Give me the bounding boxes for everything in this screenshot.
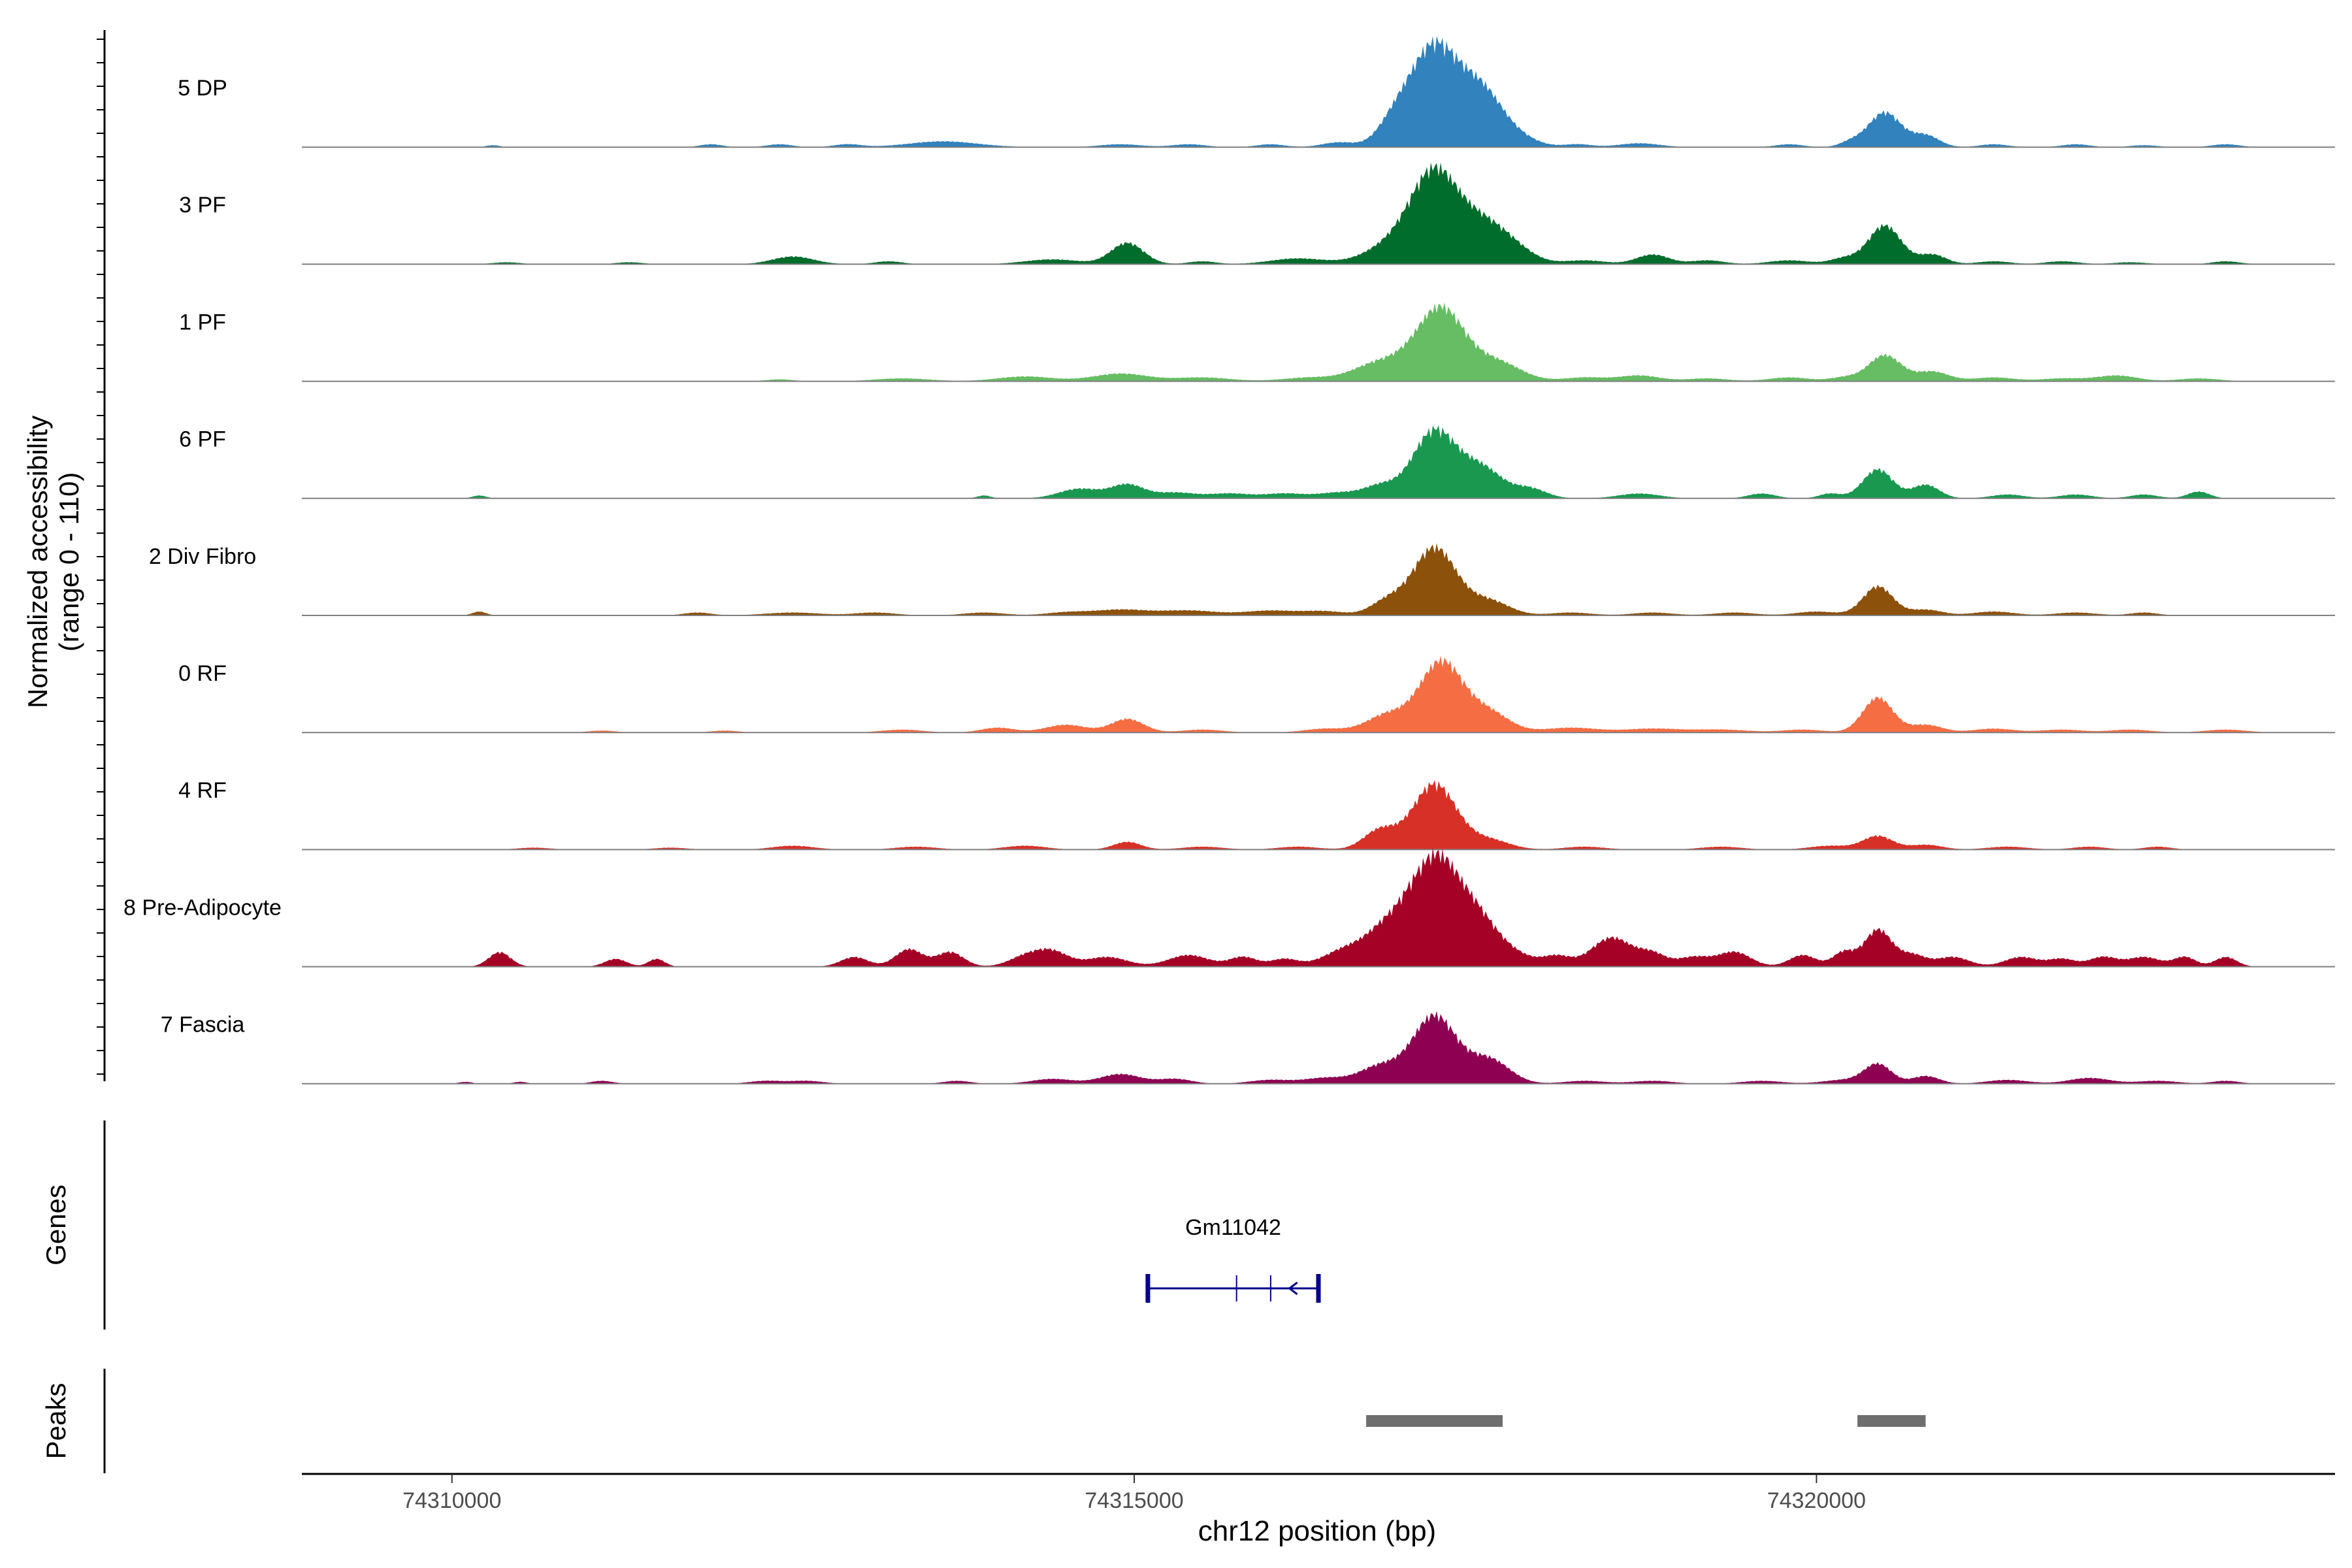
track-label: 4 RF (178, 778, 227, 803)
coverage-area (302, 543, 2335, 615)
track-label: 8 Pre-Adipocyte (123, 895, 282, 920)
x-tick-label: 74310000 (402, 1488, 501, 1513)
coverage-area (302, 1011, 2335, 1084)
track-4-rf: 4 RF (178, 778, 2335, 851)
coverage-area (302, 162, 2335, 265)
track-5-dp: 5 DP (178, 35, 2335, 148)
x-axis-label: chr12 position (bp) (1198, 1515, 1436, 1547)
track-2-div-fibro: 2 Div Fibro (149, 543, 2335, 616)
coverage-area (302, 35, 2335, 148)
coverage-tracks: 5 DP 3 PF 1 PF 6 PF 2 Div Fibro 0 RF 4 RF 8 Pre… (123, 35, 2335, 1085)
track-label: 0 RF (178, 661, 227, 686)
track-7-fascia: 7 Fascia (161, 1011, 2335, 1085)
peaks-track-label: Peaks (41, 1383, 71, 1460)
coverage-area (302, 655, 2335, 733)
gene-model: Gm11042 (1145, 1215, 1321, 1303)
track-label: 3 PF (179, 193, 226, 218)
gene-strand-arrow (1288, 1281, 1298, 1296)
x-tick-label: 74315000 (1085, 1488, 1183, 1513)
coverage-area (302, 425, 2335, 498)
x-axis-ticks: 74310000 74315000 74320000 (402, 1474, 1866, 1513)
track-label: 2 Div Fibro (149, 544, 256, 569)
gene-name-label: Gm11042 (1185, 1215, 1281, 1240)
track-3-pf: 3 PF (179, 162, 2335, 265)
track-1-pf: 1 PF (179, 302, 2335, 382)
peak-regions (1366, 1415, 1926, 1427)
coverage-area (302, 847, 2335, 967)
y-axis-label-line2: (range 0 - 110) (54, 472, 84, 652)
track-label: 6 PF (179, 427, 226, 452)
peak-region-bar (1366, 1415, 1503, 1427)
coverage-area (302, 302, 2335, 382)
track-label: 1 PF (179, 310, 226, 335)
coverage-area (302, 779, 2335, 850)
track-8-pre-adipocyte: 8 Pre-Adipocyte (123, 847, 2335, 968)
track-label: 5 DP (178, 76, 227, 101)
y-axis-label-line1: Normalized accessibility (22, 416, 53, 708)
peak-region-bar (1857, 1415, 1926, 1427)
x-tick-label: 74320000 (1767, 1488, 1866, 1513)
track-6-pf: 6 PF (179, 425, 2335, 499)
coverage-y-ticks (97, 39, 105, 1075)
genes-track-label: Genes (41, 1184, 71, 1266)
track-0-rf: 0 RF (178, 655, 2335, 734)
track-label: 7 Fascia (161, 1013, 245, 1037)
